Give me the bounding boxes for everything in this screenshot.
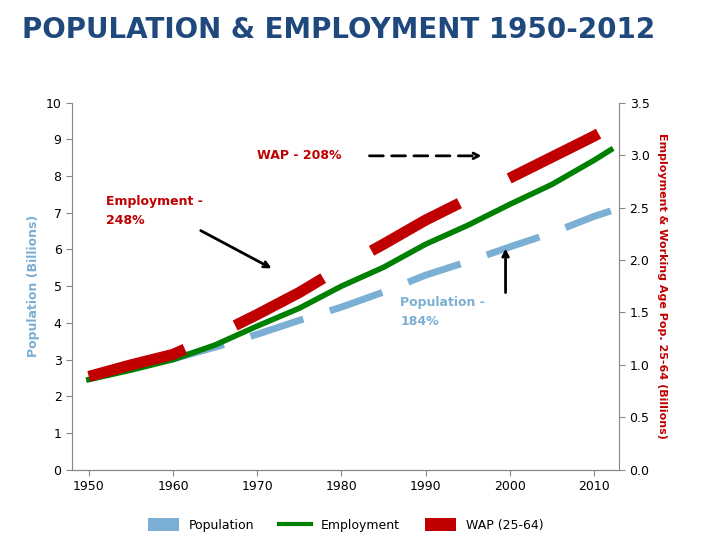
Text: Employment -: Employment -: [106, 195, 202, 208]
Text: 248%: 248%: [106, 214, 144, 227]
Text: Population -: Population -: [400, 296, 485, 309]
Legend: Population, Employment, WAP (25-64): Population, Employment, WAP (25-64): [143, 514, 549, 537]
Y-axis label: Employment & Working Age Pop. 25-64 (Billions): Employment & Working Age Pop. 25-64 (Bil…: [657, 133, 667, 439]
Text: WAP - 208%: WAP - 208%: [257, 150, 342, 163]
Text: POPULATION & EMPLOYMENT 1950-2012: POPULATION & EMPLOYMENT 1950-2012: [22, 16, 654, 44]
Y-axis label: Population (Billions): Population (Billions): [27, 215, 40, 357]
Text: 184%: 184%: [400, 315, 439, 328]
